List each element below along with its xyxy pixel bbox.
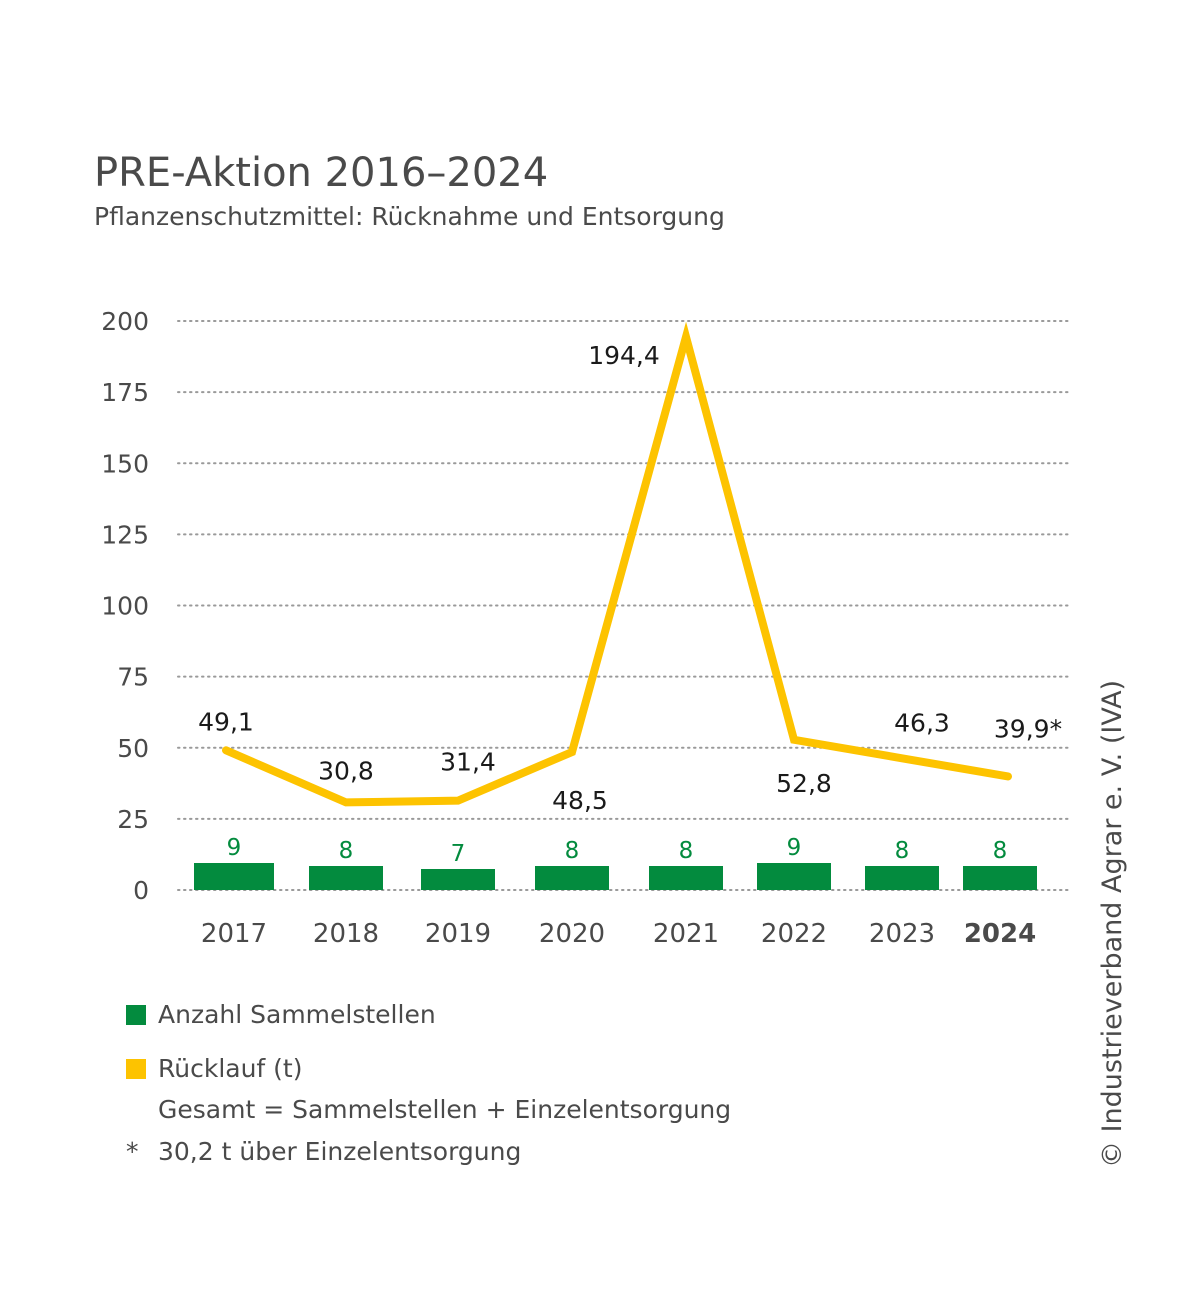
y-tick-label: 175 xyxy=(101,378,149,407)
x-tick-label: 2019 xyxy=(425,919,491,949)
legend-swatch-green xyxy=(126,1004,146,1025)
line-value-label: 52,8 xyxy=(776,769,832,798)
y-axis-ticks: 0 25 50 75 100 125 150 175 200 xyxy=(101,307,149,905)
legend-label-bars: Anzahl Sammelstellen xyxy=(158,1000,436,1029)
x-tick-label: 2022 xyxy=(761,919,827,949)
line-value-label: 49,1 xyxy=(198,707,254,736)
bar-value-labels: 9 8 7 8 8 9 8 8 xyxy=(227,835,1008,867)
chart-subtitle: Pflanzenschutzmittel: Rücknahme und Ents… xyxy=(94,202,725,231)
bar-value-label: 8 xyxy=(993,838,1008,864)
line-value-label: 48,5 xyxy=(552,786,608,815)
line-value-label: 31,4 xyxy=(440,748,496,777)
x-tick-label: 2023 xyxy=(869,919,935,949)
x-tick-label: 2024 xyxy=(964,919,1036,949)
line-value-label: 46,3 xyxy=(894,708,950,737)
line-value-label: 39,9* xyxy=(994,714,1062,743)
bar-value-label: 8 xyxy=(679,838,694,864)
bar-value-label: 9 xyxy=(227,835,242,861)
y-tick-label: 125 xyxy=(101,520,149,549)
x-axis-ticks: 2017 2018 2019 2020 2021 2022 2023 2024 xyxy=(201,919,1036,949)
bar-value-label: 8 xyxy=(895,838,910,864)
legend-item-line: Rücklauf (t) xyxy=(126,1054,302,1083)
x-tick-label: 2021 xyxy=(653,919,719,949)
line-path xyxy=(222,321,1012,807)
footnote-text: 30,2 t über Einzelentsorgung xyxy=(158,1137,522,1166)
x-tick-label: 2017 xyxy=(201,919,267,949)
chart-title: PRE-Aktion 2016–2024 xyxy=(94,150,549,196)
bar xyxy=(309,866,383,890)
bar xyxy=(963,866,1037,890)
bar-series xyxy=(194,863,1037,890)
y-tick-label: 100 xyxy=(101,592,149,621)
line-value-label: 30,8 xyxy=(318,756,374,785)
bar xyxy=(194,863,274,890)
footnote: * 30,2 t über Einzelentsorgung xyxy=(126,1137,521,1166)
bar-value-label: 7 xyxy=(451,841,466,867)
y-tick-label: 150 xyxy=(101,449,149,478)
bar xyxy=(535,866,609,890)
x-tick-label: 2018 xyxy=(313,919,379,949)
bar xyxy=(757,863,831,890)
line-value-label: 194,4 xyxy=(588,341,660,370)
y-tick-label: 0 xyxy=(133,876,149,905)
grid-lines xyxy=(177,320,1071,891)
legend-line-note: Gesamt = Sammelstellen + Einzelentsorgun… xyxy=(158,1095,732,1124)
footnote-marker: * xyxy=(126,1137,139,1166)
bar xyxy=(421,869,495,890)
line-value-labels: 49,1 30,8 31,4 48,5 194,4 52,8 46,3 39,9* xyxy=(198,341,1062,815)
bar-value-label: 8 xyxy=(565,838,580,864)
legend-label-line: Rücklauf (t) xyxy=(158,1054,303,1083)
bar-value-label: 8 xyxy=(339,838,354,864)
bar xyxy=(865,866,939,890)
y-tick-label: 75 xyxy=(117,663,149,692)
y-tick-label: 200 xyxy=(101,307,149,336)
bar xyxy=(649,866,723,890)
copyright-credit: © Industrieverband Agrar e. V. (IVA) xyxy=(1097,679,1128,1168)
x-tick-label: 2020 xyxy=(539,919,605,949)
y-tick-label: 25 xyxy=(117,805,149,834)
line-series xyxy=(222,321,1012,807)
bar-value-label: 9 xyxy=(787,835,802,861)
legend-item-bars: Anzahl Sammelstellen xyxy=(126,1000,436,1029)
y-tick-label: 50 xyxy=(117,734,149,763)
legend-swatch-yellow xyxy=(126,1058,146,1079)
